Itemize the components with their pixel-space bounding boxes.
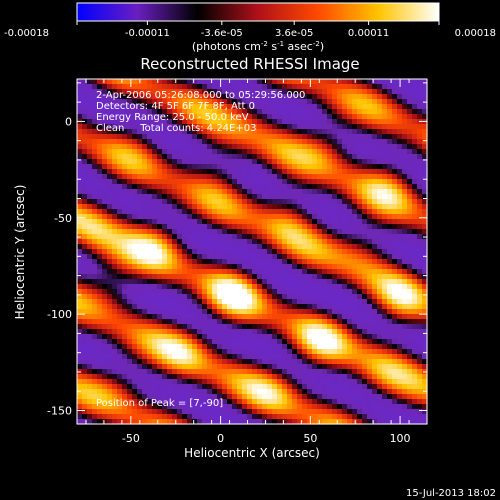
x-tick-label: 50: [303, 432, 317, 445]
heatmap-image: [77, 79, 428, 425]
colorbar-tick-label: 3.6e-05: [275, 28, 313, 39]
annotation-energy-range: Energy Range: 25.0 - 50.0 keV: [96, 112, 249, 123]
y-tick-label: -50: [54, 212, 72, 225]
x-tick-label: 0: [217, 432, 224, 445]
colorbar-ticks: -0.00018 -0.00011 -3.6e-05 3.6e-05 0.00011 0.…: [4, 21, 496, 39]
axis-ticks: -50 0 50 100 0 -50 -100 -150: [47, 79, 427, 445]
annotations: 2-Apr-2006 05:26:08.000 to 05:29:56.000 …: [96, 90, 305, 409]
colorbar-tick-label: 0.00011: [348, 28, 389, 39]
colorbar-tick-label: 0.00018: [455, 28, 496, 39]
x-tick-label: -50: [122, 432, 140, 445]
y-axis-label: Heliocentric Y (arcsec): [13, 185, 27, 320]
annotation-clean-counts: Clean Total counts: 4.24E+03: [96, 123, 256, 134]
chart-title: Reconstructed RHESSI Image: [140, 55, 359, 73]
y-tick-label: -100: [47, 308, 72, 321]
colorbar-tick-label: -3.6e-05: [201, 28, 243, 39]
y-tick-label: 0: [65, 115, 72, 128]
timestamp: 15-Jul-2013 18:02: [406, 488, 496, 499]
x-axis-label: Heliocentric X (arcsec): [184, 446, 320, 460]
colorbar-tick-label: -0.00011: [125, 28, 170, 39]
annotation-time-range: 2-Apr-2006 05:26:08.000 to 05:29:56.000: [96, 90, 305, 101]
colorbar: [76, 2, 440, 22]
plot-frame: [76, 78, 428, 425]
annotation-detectors: Detectors: 4F 5F 6F 7F 8F, Att 0: [96, 101, 255, 112]
y-tick-label: -150: [47, 405, 72, 418]
x-tick-label: 100: [390, 432, 411, 445]
peak-position-label: Position of Peak = [7,-90]: [96, 398, 223, 409]
colorbar-units: (photons cm-2 s-1 asec-2): [192, 40, 324, 53]
colorbar-tick-label: -0.00018: [4, 28, 49, 39]
